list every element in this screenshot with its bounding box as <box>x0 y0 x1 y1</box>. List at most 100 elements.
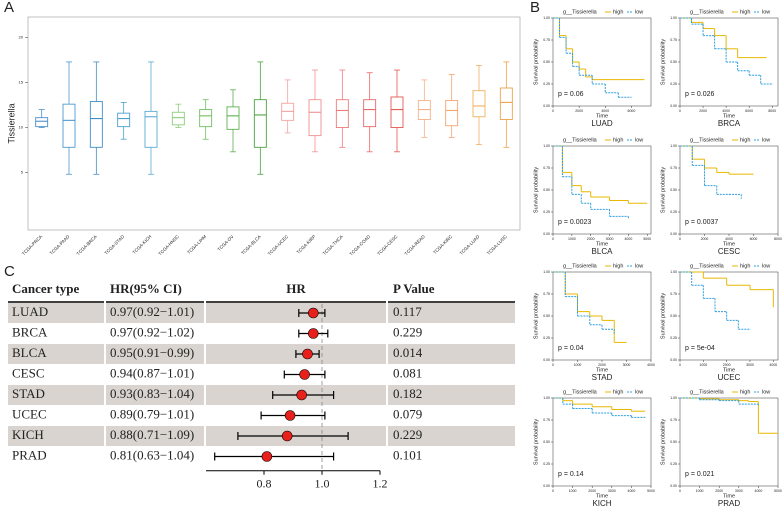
box <box>62 103 76 148</box>
y-axis-label: Survival probability <box>660 419 666 465</box>
cancer-label: PRAD <box>718 499 740 508</box>
legend-title: g__Tissierella <box>563 263 598 269</box>
box <box>390 96 404 128</box>
legend-title: g__Tissierella <box>690 9 725 15</box>
row-band <box>106 344 204 364</box>
legend-title: g__Tissierella <box>563 9 598 15</box>
x-tick-label: 1000 <box>574 363 582 367</box>
y-axis-label: Survival probability <box>533 167 539 213</box>
x-tick-label: TCGA-HNSC <box>157 233 180 256</box>
hr-ci: 0.89(0.79−1.01) <box>110 406 194 421</box>
x-tick-label: 2000 <box>598 363 606 367</box>
hr-point <box>302 348 313 360</box>
y-axis-label: Survival probability <box>533 293 539 339</box>
hr-ci: 0.97(0.92−1.02) <box>110 324 194 339</box>
box <box>308 99 322 137</box>
plot-frame <box>679 17 779 107</box>
legend-label: high <box>740 9 750 15</box>
hr-ci: 0.97(0.92−1.01) <box>110 304 194 319</box>
y-axis-label: Tissierella <box>6 103 16 143</box>
x-tick-label: 3000 <box>735 489 743 493</box>
row-band <box>8 303 104 323</box>
y-tick-label: 0.75 <box>670 38 677 42</box>
x-axis-label: Time <box>596 493 608 499</box>
p-value: 0.182 <box>393 386 422 401</box>
cancer-label: CESC <box>718 247 740 256</box>
row-band <box>8 385 104 405</box>
p-value: 0.229 <box>393 324 422 339</box>
box <box>144 110 158 148</box>
row-band <box>106 303 204 323</box>
x-tick-label: 4000 <box>601 109 609 113</box>
x-tick-label: 1000 <box>569 489 577 493</box>
y-axis-label: Survival probability <box>660 293 666 339</box>
y-tick-label: 0.25 <box>670 210 677 214</box>
x-tick-label: 0 <box>679 363 681 367</box>
x-tick-label: TCGA-BLCA <box>240 234 262 256</box>
x-tick-label: TCGA-OV <box>217 234 235 252</box>
cancer-type: PRAD <box>12 447 47 462</box>
box <box>472 90 486 118</box>
x-axis-label: Time <box>596 241 608 247</box>
y-tick-label: 0.25 <box>543 336 550 340</box>
y-tick-label: 0.50 <box>543 188 550 192</box>
legend-title: g__Tissierella <box>690 263 725 269</box>
legend-label: low <box>762 137 770 143</box>
y-tick-label: 0.25 <box>543 462 550 466</box>
p-value: p = 0.026 <box>685 91 714 98</box>
box <box>253 99 267 148</box>
plot-frame <box>679 271 779 361</box>
y-tick-label: 0.50 <box>543 440 550 444</box>
plot-frame <box>552 17 652 107</box>
y-axis-label: Survival probability <box>660 167 666 213</box>
y-tick-label: 0.00 <box>543 358 550 362</box>
box <box>335 99 349 128</box>
y-tick-label: 0.50 <box>670 314 677 318</box>
box <box>199 109 213 128</box>
x-tick-label: 4000 <box>628 489 636 493</box>
p-value: 0.229 <box>393 427 422 442</box>
y-tick-label: 0.75 <box>543 292 550 296</box>
panel-label: B <box>530 0 540 16</box>
p-value: 0.117 <box>393 304 422 319</box>
plot-frame <box>27 16 521 231</box>
column-header: P Value <box>393 281 435 296</box>
plot-frame <box>679 397 779 487</box>
x-tick-label: 5000 <box>643 237 651 241</box>
x-tick-label: TCGA-UCEC <box>267 233 290 256</box>
y-axis-label: Survival probability <box>533 419 539 465</box>
x-tick-label: TCGA-LUAD <box>459 233 481 255</box>
hr-point <box>281 430 293 442</box>
hr-point <box>307 307 319 319</box>
legend-title: g__Tissierella <box>690 389 725 395</box>
y-tick-label: 0.00 <box>670 232 677 236</box>
legend-label: high <box>740 263 750 269</box>
y-tick-label: 1.00 <box>670 270 677 274</box>
cancer-label: BRCA <box>718 119 741 128</box>
cancer-type: LUAD <box>12 304 48 319</box>
cancer-type: KICH <box>12 427 44 442</box>
p-value: p = 0.0037 <box>685 219 718 226</box>
cancer-label: KICH <box>592 499 611 508</box>
hr-ci: 0.94(0.87−1.01) <box>110 365 194 380</box>
legend-title: g__Tissierella <box>563 389 598 395</box>
x-tick-label: 8000 <box>774 237 782 241</box>
y-tick-label: 0.75 <box>543 166 550 170</box>
hr-ci: 0.88(0.71−1.09) <box>110 427 194 442</box>
y-tick-label: 0.00 <box>670 358 677 362</box>
x-tick-label: 4000 <box>725 237 733 241</box>
x-tick-label: 2000 <box>575 109 583 113</box>
panel-label: A <box>4 0 14 16</box>
x-tick-label: 0 <box>552 109 554 113</box>
y-axis-label: Survival probability <box>533 39 539 85</box>
x-tick-label: 0 <box>552 363 554 367</box>
legend-label: low <box>635 9 643 15</box>
x-tick-label: 4000 <box>722 109 730 113</box>
y-tick-label: 0.50 <box>543 60 550 64</box>
y-tick-label: 0.25 <box>670 462 677 466</box>
y-tick-label: 5 <box>21 170 24 175</box>
row-band <box>388 344 515 364</box>
y-tick-label: 1.00 <box>670 16 677 20</box>
y-tick-label: 0.00 <box>543 232 550 236</box>
